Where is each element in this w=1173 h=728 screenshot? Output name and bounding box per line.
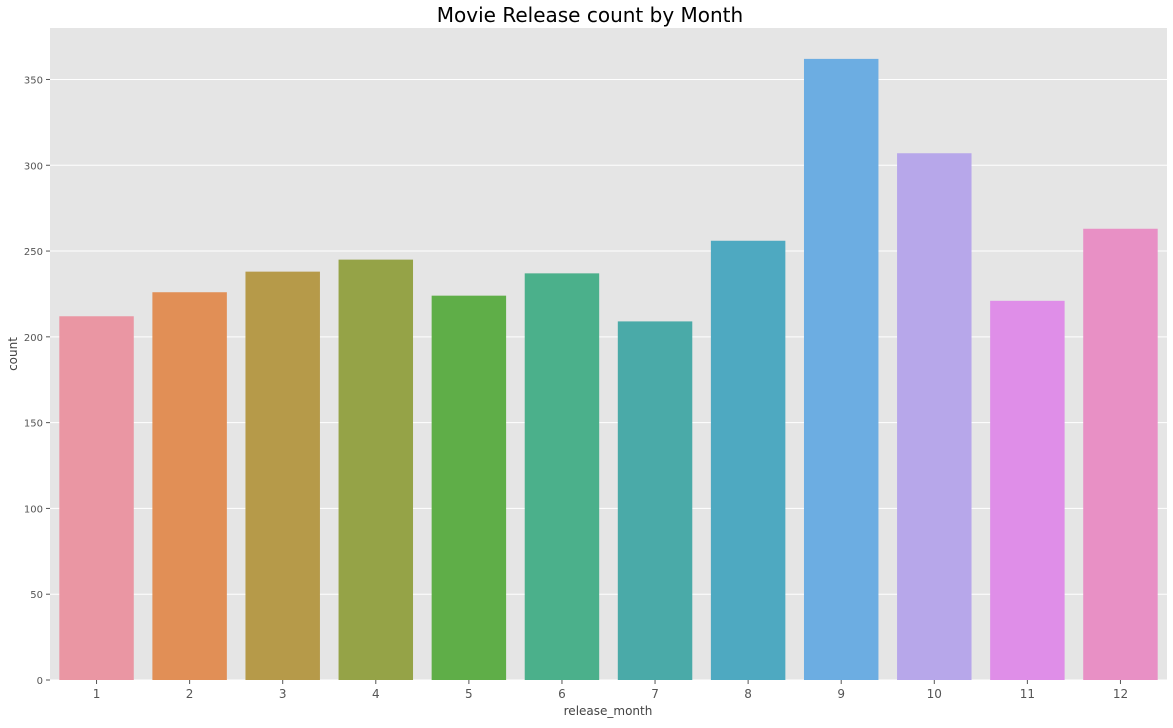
bar-month-5 bbox=[431, 295, 507, 680]
x-tick-labels: 1 2 3 4 5 6 7 8 9 10 11 12 bbox=[93, 680, 1128, 701]
x-tick-label: 3 bbox=[279, 687, 287, 701]
plot-area bbox=[50, 28, 1167, 680]
y-axis-label: count bbox=[6, 337, 20, 371]
bar-month-3 bbox=[245, 271, 320, 680]
bar-month-10 bbox=[897, 153, 972, 680]
y-tick-label: 100 bbox=[24, 504, 43, 515]
x-axis-label: release_month bbox=[564, 704, 653, 718]
y-tick-labels: 0 50 100 150 200 250 300 350 bbox=[24, 75, 50, 687]
x-tick-label: 11 bbox=[1020, 687, 1035, 701]
bar-month-4 bbox=[338, 259, 414, 680]
x-tick-label: 4 bbox=[372, 687, 380, 701]
y-tick-label: 200 bbox=[24, 333, 43, 344]
bar-month-6 bbox=[524, 273, 600, 680]
y-tick-label: 0 bbox=[37, 676, 43, 687]
bar-month-8 bbox=[710, 240, 786, 681]
x-tick-label: 9 bbox=[837, 687, 845, 701]
bar-month-7 bbox=[617, 321, 693, 680]
bar-month-2 bbox=[152, 292, 227, 680]
bars bbox=[59, 58, 1158, 681]
chart-title: Movie Release count by Month bbox=[437, 3, 743, 27]
bar-month-1 bbox=[59, 316, 134, 680]
x-tick-label: 2 bbox=[186, 687, 194, 701]
x-tick-label: 5 bbox=[465, 687, 473, 701]
x-tick-label: 7 bbox=[651, 687, 659, 701]
bar-month-9 bbox=[803, 58, 879, 680]
x-tick-label: 1 bbox=[93, 687, 101, 701]
bar-month-12 bbox=[1083, 228, 1158, 680]
y-tick-label: 150 bbox=[24, 419, 43, 430]
x-tick-label: 6 bbox=[558, 687, 566, 701]
y-tick-label: 300 bbox=[24, 161, 43, 172]
y-tick-label: 350 bbox=[24, 75, 43, 86]
y-tick-label: 250 bbox=[24, 247, 43, 258]
gridlines bbox=[50, 78, 1167, 681]
bar-month-11 bbox=[990, 300, 1065, 680]
x-tick-label: 10 bbox=[927, 687, 942, 701]
x-tick-label: 12 bbox=[1113, 687, 1128, 701]
x-tick-label: 8 bbox=[744, 687, 752, 701]
y-tick-label: 50 bbox=[30, 590, 43, 601]
